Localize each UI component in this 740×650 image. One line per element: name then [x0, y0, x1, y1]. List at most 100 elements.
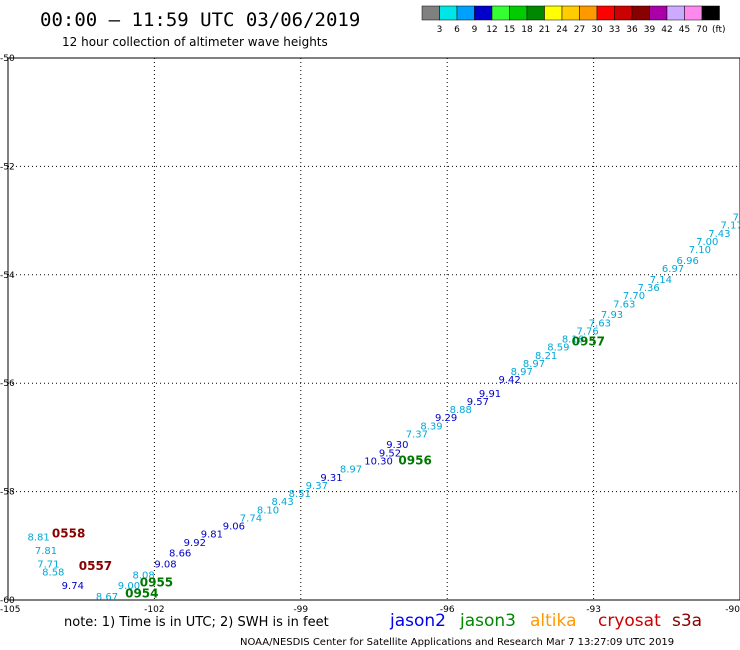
wave-height-value: 7.63: [589, 318, 611, 329]
legend-altika: altika: [530, 611, 577, 631]
wave-height-value: 8.59: [547, 343, 569, 354]
colorbar-legend: 3 6 9 12 15 18 21 24 27 30 33 36 39 42 45 70: [421, 5, 720, 35]
plot-frame: [7, 57, 740, 601]
wave-height-value: 7.43: [708, 229, 730, 240]
x-tick-label: -99: [293, 605, 308, 615]
colorbar-swatch: [526, 5, 545, 21]
wave-height-value: 8.97: [340, 465, 362, 476]
x-tick-label: -105: [0, 605, 20, 615]
colorbar-swatch: [491, 5, 510, 21]
chart-subtitle: 12 hour collection of altimeter wave hei…: [62, 35, 328, 49]
wave-height-value: 8.58: [42, 568, 64, 579]
wave-height-value: 9.81: [201, 530, 223, 541]
colorbar-label: 36: [626, 25, 638, 35]
y-tick-label: -52: [0, 162, 15, 172]
colorbar-label: 39: [644, 25, 656, 35]
pass-time-label: 0954: [125, 586, 158, 600]
wave-height-value: 9.08: [154, 559, 176, 570]
colorbar-swatch: [509, 5, 528, 21]
pass-time-label: 0558: [52, 527, 85, 541]
legend-jason2: jason2: [389, 611, 446, 631]
wave-height-value: 8.97: [511, 367, 533, 378]
colorbar-label: 27: [574, 25, 585, 35]
y-tick-label: -60: [0, 596, 15, 606]
colorbar-label: 15: [504, 25, 515, 35]
x-tick-labels: -105 -102 -99 -96 -93 -90: [0, 605, 740, 615]
x-tick-label: -96: [440, 605, 455, 615]
wave-height-value: 7.37: [406, 429, 428, 440]
legend-jason3: jason3: [459, 611, 516, 631]
pass-time-label: 0557: [79, 559, 112, 573]
wave-height-value: 6.97: [662, 264, 684, 275]
colorbar-swatch: [631, 5, 650, 21]
colorbar-label: 33: [609, 25, 620, 35]
wave-height-value: 7.14: [650, 275, 672, 286]
wave-height-value: 8.08: [132, 570, 154, 581]
wave-height-value: 7.27: [733, 213, 740, 224]
legend-cryosat: cryosat: [598, 611, 661, 631]
wave-height-value: 9.30: [386, 440, 408, 451]
wave-height-value: 8.43: [272, 497, 294, 508]
colorbar-swatch: [561, 5, 580, 21]
wave-height-value: 8.39: [420, 421, 442, 432]
colorbar-unit: (ft): [712, 25, 726, 35]
colorbar-label: 42: [661, 25, 672, 35]
pass-time-label: 0955: [140, 575, 173, 589]
colorbar-swatch: [649, 5, 668, 21]
wave-height-value: 8.97: [523, 359, 545, 370]
x-tick-label: -102: [144, 605, 164, 615]
y-tick-label: -56: [0, 379, 15, 389]
colorbar-swatch: [456, 5, 475, 21]
colorbar-label: 9: [472, 25, 478, 35]
data-points: 8.81 7.81 7.718.58 9.74 8.679.008.089.088.66…: [28, 213, 740, 603]
wave-height-value: 9.42: [498, 375, 520, 386]
colorbar-swatch: [579, 5, 598, 21]
colorbar-swatch: [684, 5, 703, 21]
colorbar-swatch: [701, 5, 720, 21]
wave-height-value: 9.52: [379, 448, 401, 459]
colorbar-swatch: [421, 5, 440, 21]
wave-height-value: 6.96: [677, 256, 699, 267]
colorbar-swatch: [439, 5, 458, 21]
colorbar-label: 12: [486, 25, 497, 35]
colorbar-label: 70: [696, 25, 708, 35]
wave-height-value: 8.66: [169, 549, 191, 560]
wave-height-value: 7.63: [613, 299, 635, 310]
wave-height-value: 7.93: [601, 310, 623, 321]
colorbar-label: 30: [591, 25, 603, 35]
chart-title: 00:00 – 11:59 UTC 03/06/2019: [40, 9, 360, 31]
wave-height-value: 7.00: [696, 237, 718, 248]
wave-height-value: 9.57: [467, 397, 489, 408]
wave-height-value: 8.16: [562, 335, 584, 346]
wave-height-value: 8.51: [289, 489, 311, 500]
wave-height-value: 9.31: [320, 473, 342, 484]
colorbar-swatch: [614, 5, 633, 21]
wave-height-value: 7.17: [720, 221, 740, 232]
wave-height-value: 9.92: [184, 538, 206, 549]
colorbar-swatch: [474, 5, 493, 21]
x-tick-label: -93: [586, 605, 601, 615]
grid-lines: [8, 58, 740, 600]
y-tick-label: -54: [0, 271, 15, 281]
wave-height-value: 8.67: [96, 592, 118, 603]
colorbar-label: 24: [556, 25, 568, 35]
wave-height-value: 9.00: [118, 581, 140, 592]
wave-height-value: 7.76: [577, 326, 599, 337]
wave-height-value: 9.74: [62, 581, 84, 592]
legend-s3a: s3a: [672, 611, 702, 631]
wave-height-value: 7.70: [623, 291, 645, 302]
colorbar-swatch: [544, 5, 563, 21]
wave-height-value: 9.06: [223, 522, 245, 533]
units-note: note: 1) Time is in UTC; 2) SWH is in fe…: [64, 615, 329, 630]
colorbar-swatch: [596, 5, 615, 21]
wave-height-value: 7.81: [35, 546, 57, 557]
colorbar-label: 21: [539, 25, 550, 35]
satellite-legend: jason2 jason3 altika cryosat s3a: [389, 611, 702, 631]
wave-height-value: 9.91: [479, 389, 501, 400]
y-tick-label: -58: [0, 488, 15, 498]
colorbar-swatch: [666, 5, 685, 21]
pass-time-label: 0956: [398, 454, 431, 468]
wave-height-value: 9.37: [306, 481, 328, 492]
